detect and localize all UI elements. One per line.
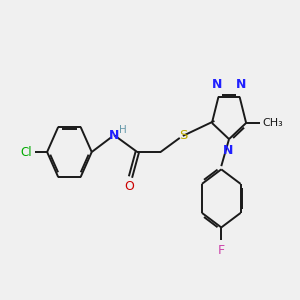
Text: CH₃: CH₃ (262, 118, 283, 128)
Text: N: N (109, 129, 119, 142)
Text: N: N (236, 78, 246, 91)
Text: S: S (179, 129, 187, 142)
Text: N: N (212, 78, 222, 91)
Text: F: F (218, 244, 225, 257)
Text: N: N (223, 144, 233, 158)
Text: H: H (119, 125, 127, 135)
Text: Cl: Cl (20, 146, 32, 158)
Text: O: O (124, 180, 134, 193)
